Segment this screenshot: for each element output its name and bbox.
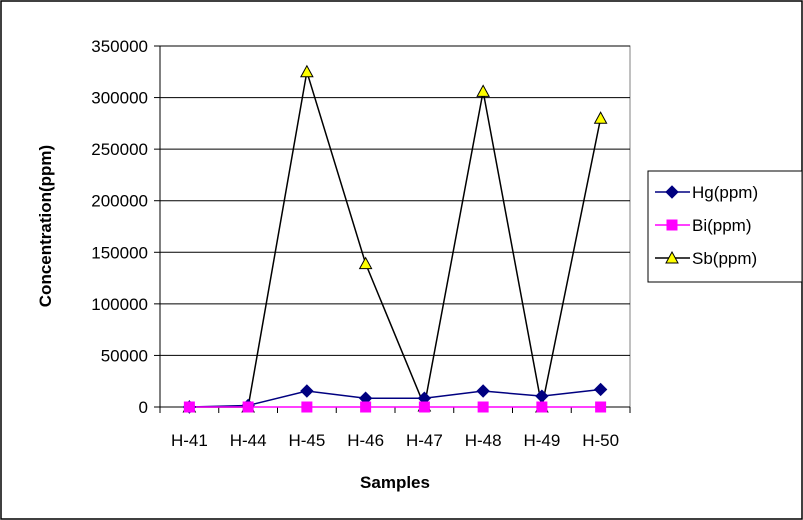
legend-item-hg: Hg(ppm)	[655, 183, 758, 202]
y-tick-label: 150000	[91, 243, 148, 262]
plot-area	[159, 45, 631, 408]
x-tick-label: H-50	[582, 431, 619, 450]
series-markers	[182, 64, 608, 414]
x-tick-label: H-49	[523, 431, 560, 450]
legend-label-bi: Bi(ppm)	[692, 216, 752, 235]
data-point-bi	[536, 401, 548, 413]
data-point-bi	[360, 401, 372, 413]
y-tick-label: 200000	[91, 192, 148, 211]
x-tick-label: H-46	[347, 431, 384, 450]
data-point-bi	[301, 401, 313, 413]
series-line-hg	[189, 388, 601, 408]
series-line-sb	[189, 71, 602, 409]
y-tick-label: 50000	[101, 346, 148, 365]
x-tick-labels: H-41 H-44 H-45 H-46 H-47 H-48 H-49 H-50	[171, 431, 619, 450]
legend: Hg(ppm) Bi(ppm) Sb(ppm)	[647, 170, 803, 283]
data-point-bi	[595, 401, 607, 413]
legend-marker-bi	[666, 219, 678, 231]
y-tick-label: 100000	[91, 295, 148, 314]
x-axis-title: Samples	[360, 473, 430, 492]
legend-item-sb: Sb(ppm)	[655, 249, 757, 268]
legend-items: Hg(ppm) Bi(ppm) Sb(ppm)	[655, 183, 758, 268]
y-tick-label: 350000	[91, 37, 148, 56]
y-axis-title: Concentration(ppm)	[36, 145, 55, 307]
data-point-bi	[242, 401, 254, 413]
y-tick-label: 250000	[91, 140, 148, 159]
x-tick-label: H-47	[406, 431, 443, 450]
legend-label-sb: Sb(ppm)	[692, 249, 757, 268]
legend-marker-hg	[665, 185, 679, 199]
data-point-bi	[418, 401, 430, 413]
y-tick-label: 0	[139, 398, 148, 417]
legend-marker-sb	[665, 250, 679, 264]
x-tick-label: H-48	[465, 431, 502, 450]
x-tick-label: H-44	[230, 431, 267, 450]
data-point-hg	[300, 384, 314, 398]
data-point-bi	[477, 401, 489, 413]
data-point-sb	[358, 256, 373, 270]
data-point-hg	[476, 384, 490, 398]
data-point-sb	[476, 84, 490, 97]
legend-item-bi: Bi(ppm)	[655, 216, 752, 235]
x-tick-label: H-45	[288, 431, 325, 450]
data-point-hg	[593, 382, 608, 397]
legend-label-hg: Hg(ppm)	[692, 183, 758, 202]
data-point-sb	[300, 64, 314, 78]
y-tick-label: 300000	[91, 89, 148, 108]
x-tick-label: H-41	[171, 431, 208, 450]
series-lines	[189, 71, 602, 409]
data-point-bi	[183, 401, 195, 413]
y-tick-labels: 0 50000 100000 150000 200000 250000 300000 3500…	[91, 37, 148, 417]
data-point-sb	[593, 111, 608, 124]
